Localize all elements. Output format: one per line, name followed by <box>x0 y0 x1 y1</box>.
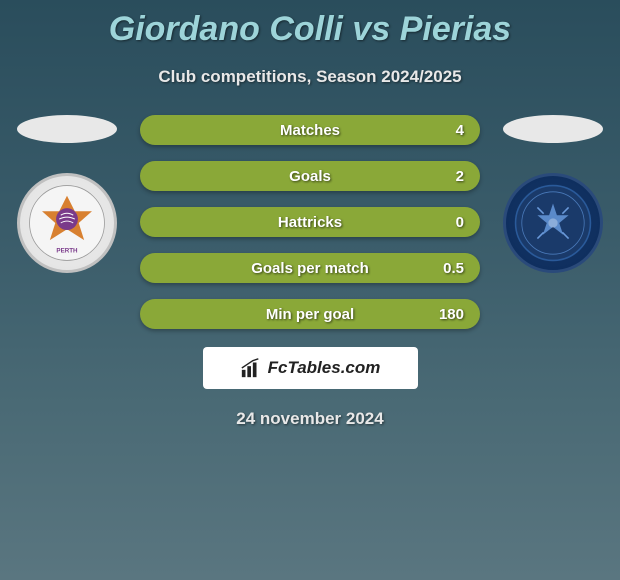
date-label: 24 november 2024 <box>0 409 620 429</box>
stat-label: Hattricks <box>278 214 342 231</box>
svg-text:PERTH: PERTH <box>56 248 78 255</box>
left-column: PERTH <box>12 115 122 273</box>
stat-label: Min per goal <box>266 306 354 323</box>
stat-bar: Goals per match 0.5 <box>140 253 480 283</box>
player-avatar-left <box>17 115 117 143</box>
club-badge-left: PERTH <box>17 173 117 273</box>
chart-icon <box>240 357 262 379</box>
stat-value: 180 <box>439 306 464 323</box>
stat-label: Matches <box>280 122 340 139</box>
right-column <box>498 115 608 273</box>
stat-value: 0.5 <box>443 260 464 277</box>
brand-text: FcTables.com <box>268 358 381 378</box>
stats-column: Matches 4 Goals 2 Hattricks 0 Goals per match 0… <box>140 115 480 329</box>
stat-label: Goals per match <box>251 260 369 277</box>
comparison-title: Giordano Colli vs Pierias <box>0 0 620 49</box>
stat-value: 4 <box>456 122 464 139</box>
stat-bar: Matches 4 <box>140 115 480 145</box>
perth-glory-logo-icon: PERTH <box>28 178 106 268</box>
adelaide-united-logo-icon <box>514 178 592 268</box>
stat-value: 2 <box>456 168 464 185</box>
comparison-subtitle: Club competitions, Season 2024/2025 <box>0 67 620 87</box>
stat-bar: Min per goal 180 <box>140 299 480 329</box>
stat-value: 0 <box>456 214 464 231</box>
stat-label: Goals <box>289 168 331 185</box>
player-avatar-right <box>503 115 603 143</box>
main-row: PERTH Matches 4 Goals 2 Hattricks 0 Goals per … <box>0 115 620 329</box>
club-badge-right <box>503 173 603 273</box>
brand-badge[interactable]: FcTables.com <box>203 347 418 389</box>
stat-bar: Hattricks 0 <box>140 207 480 237</box>
stat-bar: Goals 2 <box>140 161 480 191</box>
